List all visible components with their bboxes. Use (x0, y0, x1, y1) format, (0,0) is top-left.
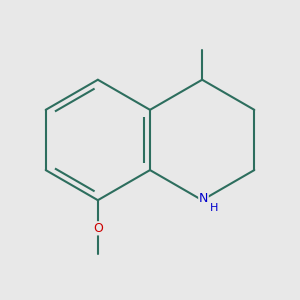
Text: H: H (210, 203, 218, 213)
Text: N: N (199, 192, 208, 205)
Text: O: O (93, 222, 103, 235)
